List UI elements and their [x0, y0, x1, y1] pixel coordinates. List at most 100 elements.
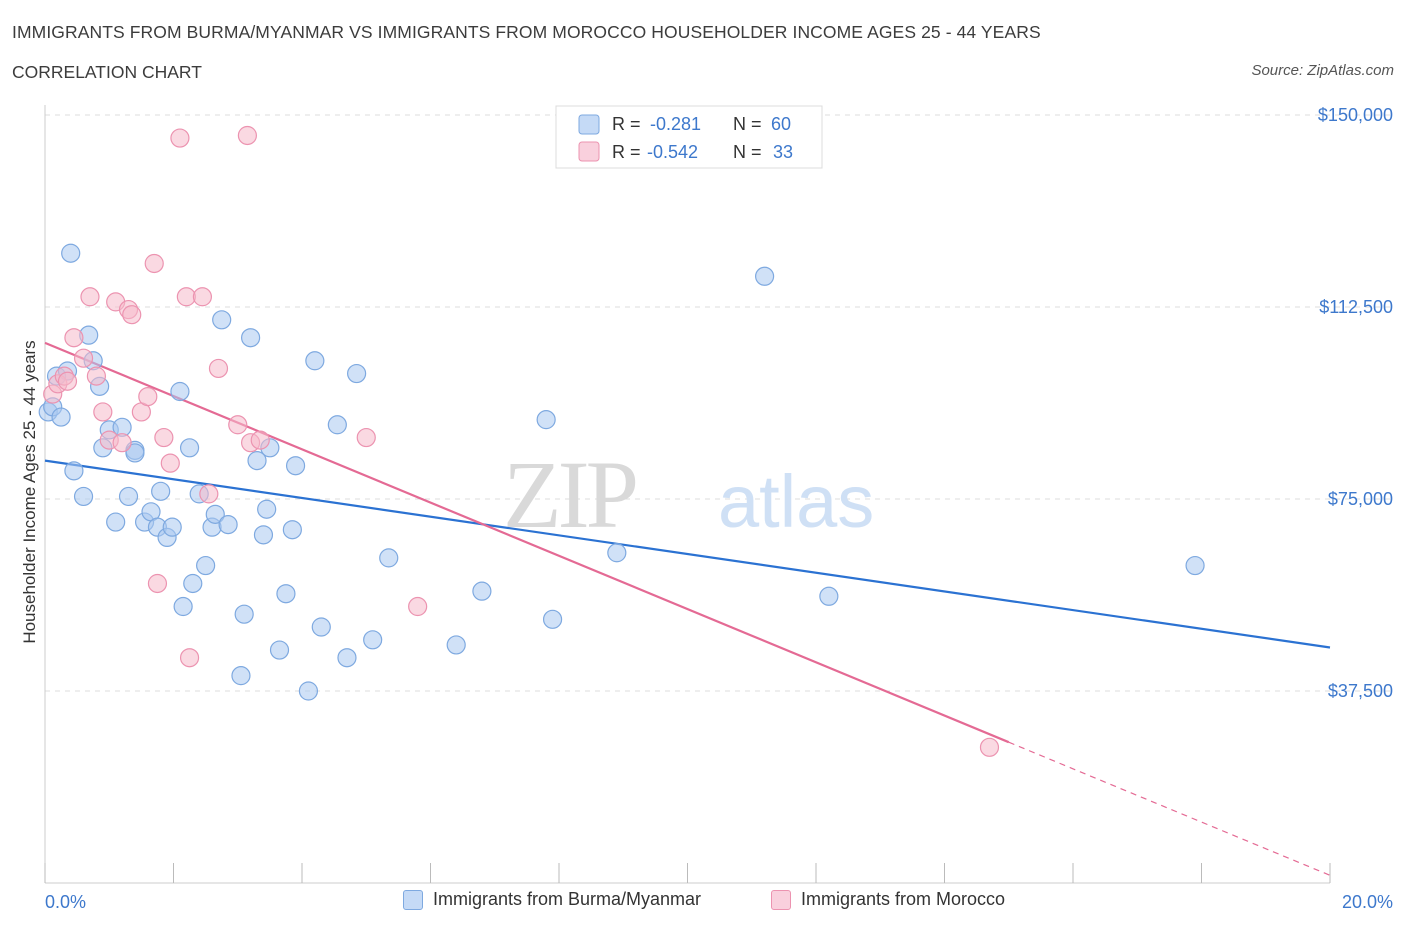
point-morocco — [122, 305, 142, 325]
point-burma — [61, 243, 81, 263]
point-burma — [607, 543, 627, 563]
point-burma — [305, 351, 325, 371]
point-burma — [536, 410, 556, 430]
point-burma — [173, 596, 193, 617]
point-morocco — [170, 128, 190, 148]
point-burma — [118, 486, 139, 507]
point-morocco — [147, 573, 168, 594]
point-burma — [241, 328, 261, 348]
point-morocco — [160, 453, 180, 473]
point-morocco — [112, 433, 132, 453]
point-burma — [276, 584, 296, 604]
axis-layer: $37,500 $75,000 $112,500 $150,000 0.0% 20.0% — [44, 105, 1393, 912]
point-morocco — [237, 125, 257, 146]
point-morocco — [199, 484, 219, 504]
point-morocco — [979, 737, 1000, 757]
point-burma — [218, 514, 238, 535]
source-label: Source: ZipAtlas.com — [1251, 62, 1394, 79]
point-burma — [298, 681, 319, 701]
legend-swatch-burma — [578, 114, 600, 135]
legend-r-value-morocco: -0.542 — [647, 142, 698, 162]
point-morocco — [250, 430, 270, 450]
point-burma — [269, 640, 290, 660]
trendline-morocco — [44, 341, 1010, 744]
watermark-atlas: atlas — [718, 460, 874, 543]
point-burma — [212, 310, 232, 330]
legend-item-morocco[interactable]: Immigrants from Morocco — [771, 889, 1005, 910]
legend-n-value-morocco: 33 — [773, 142, 793, 162]
watermark: ZIP atlas — [503, 441, 874, 548]
y-tick-label: $75,000 — [1328, 489, 1393, 509]
point-morocco — [154, 427, 174, 448]
point-burma — [363, 630, 383, 650]
point-burma — [379, 548, 399, 568]
x-tick-label: 0.0% — [45, 892, 86, 912]
point-burma — [542, 609, 563, 629]
point-burma — [327, 415, 347, 435]
legend-n-label-burma: N = — [733, 114, 762, 134]
legend-top: R = -0.281 N = 60 R = -0.542 N = 33 — [555, 105, 823, 169]
y-tick-label: $112,500 — [1319, 297, 1393, 317]
point-burma — [285, 456, 306, 476]
point-burma — [337, 648, 357, 668]
point-burma — [1185, 555, 1205, 576]
point-burma — [754, 266, 775, 286]
point-morocco — [179, 648, 200, 668]
point-burma — [64, 461, 84, 481]
point-burma — [347, 363, 367, 384]
point-burma — [179, 438, 200, 458]
y-tick-label: $37,500 — [1328, 681, 1393, 701]
point-burma — [170, 381, 190, 402]
point-burma — [51, 407, 71, 427]
trendline-burma — [44, 459, 1331, 649]
legend-r-label-morocco: R = — [612, 142, 641, 162]
legend-label-burma: Immigrants from Burma/Myanmar — [433, 889, 702, 909]
point-burma — [311, 617, 331, 637]
grid-layer — [45, 114, 1390, 692]
point-burma — [247, 451, 267, 471]
point-morocco — [73, 348, 94, 368]
point-burma — [231, 666, 251, 686]
legend-item-burma[interactable]: Immigrants from Burma/Myanmar — [403, 889, 701, 910]
legend-bottom: Immigrants from Burma/Myanmar Immigrants… — [0, 889, 1406, 915]
legend-top-box — [555, 105, 823, 169]
point-burma — [73, 486, 94, 507]
legend-r-label-burma: R = — [612, 114, 641, 134]
point-burma — [205, 504, 225, 524]
point-burma — [282, 520, 302, 540]
point-morocco — [57, 371, 78, 391]
legend-swatch-morocco — [578, 141, 600, 162]
point-burma — [257, 499, 277, 519]
legend-label-morocco: Immigrants from Morocco — [801, 889, 1006, 909]
point-morocco — [228, 415, 248, 435]
point-morocco — [138, 387, 158, 407]
point-burma — [196, 555, 216, 576]
point-burma — [234, 604, 254, 624]
point-morocco — [80, 287, 100, 307]
point-burma — [162, 517, 182, 537]
point-morocco — [86, 366, 107, 386]
legend-n-label-morocco: N = — [733, 142, 762, 162]
points-layer — [38, 125, 1205, 757]
point-burma — [151, 481, 171, 501]
legend-swatch-morocco — [771, 889, 791, 910]
chart-subtitle: CORRELATION CHART — [12, 62, 202, 82]
point-burma — [472, 581, 492, 601]
legend-n-value-burma: 60 — [771, 114, 791, 134]
trend-layer — [44, 341, 1331, 876]
legend-swatch-burma — [403, 889, 423, 910]
point-morocco — [176, 287, 196, 307]
point-morocco — [93, 402, 113, 422]
point-burma — [106, 512, 126, 532]
point-morocco — [64, 328, 84, 348]
point-burma — [183, 573, 203, 594]
point-burma — [446, 635, 466, 655]
point-morocco — [408, 596, 428, 617]
point-morocco — [144, 253, 164, 274]
point-morocco — [356, 427, 376, 448]
x-tick-label: 20.0% — [1342, 892, 1393, 912]
watermark-zip: ZIP — [503, 441, 636, 548]
legend-r-value-burma: -0.281 — [650, 114, 701, 134]
point-burma — [253, 525, 274, 545]
